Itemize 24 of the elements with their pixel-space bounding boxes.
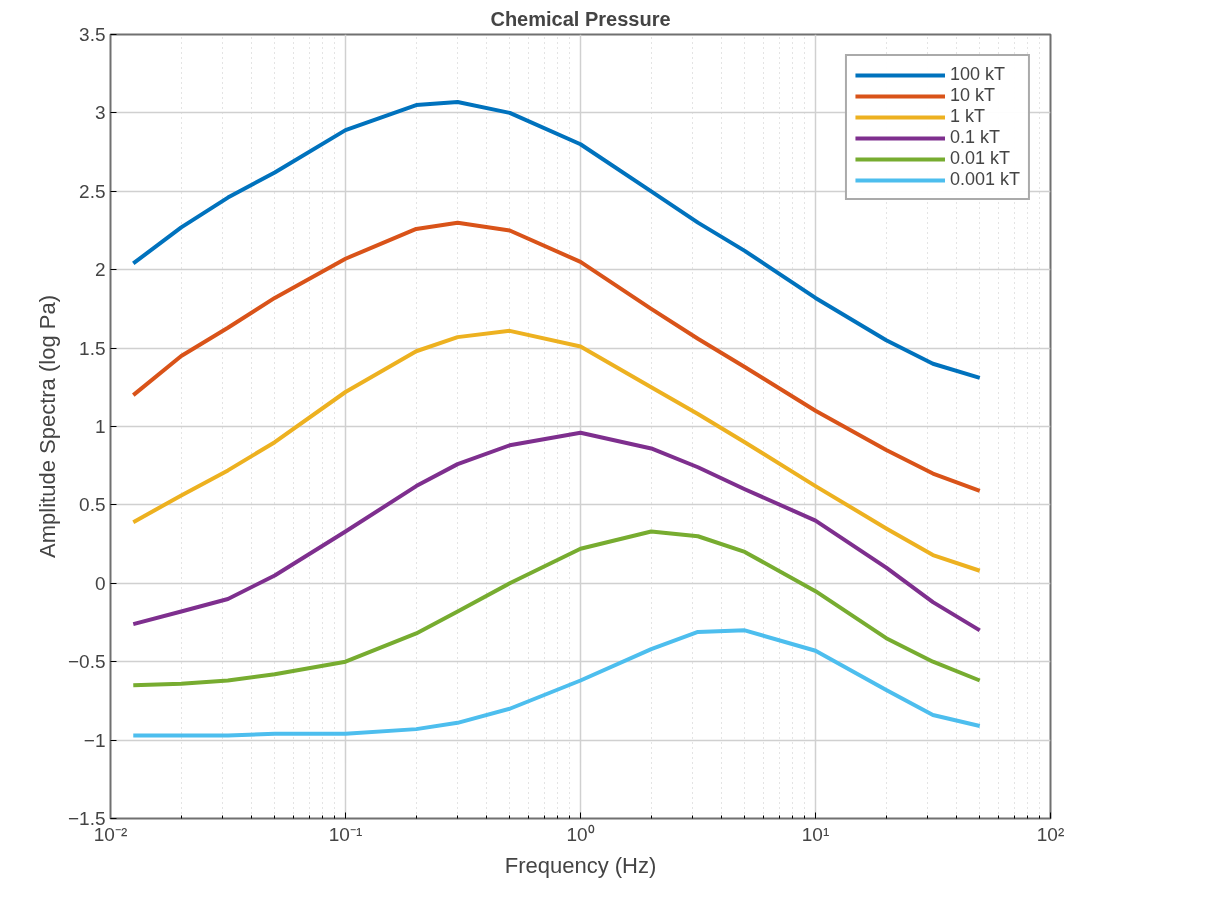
x-tick-label: 10⁰ [566,823,595,845]
y-tick-label: 1.5 [79,337,106,359]
x-axis-title: Frequency (Hz) [504,852,657,878]
y-tick-label: 3 [94,102,106,124]
x-tick-label: 10⁻¹ [328,823,363,845]
y-tick-label: 3.5 [79,24,106,45]
legend-label: 0.01 kT [949,148,1010,169]
y-tick-label: 2.5 [79,180,106,202]
y-tick-label: 0 [94,572,106,594]
y-tick-label: −1.5 [67,808,106,829]
y-tick-label: −1 [83,729,106,751]
legend-label: 0.001 kT [949,169,1020,190]
x-tick-label: 10² [1036,823,1065,845]
legend-label: 100 kT [949,64,1005,85]
y-tick-label: −0.5 [67,651,106,673]
legend-label: 1 kT [949,106,985,127]
y-tick-label: 1 [94,416,106,437]
y-tick-label: 2 [94,259,106,281]
legend-label: 0.1 kT [949,127,1000,148]
x-tick-label: 10¹ [801,823,830,845]
y-axis-title: Amplitude Spectra (log Pa) [34,295,60,558]
legend-label: 10 kT [949,85,995,106]
y-tick-label: 0.5 [79,494,106,516]
chart-title: Chemical Pressure [490,7,671,30]
